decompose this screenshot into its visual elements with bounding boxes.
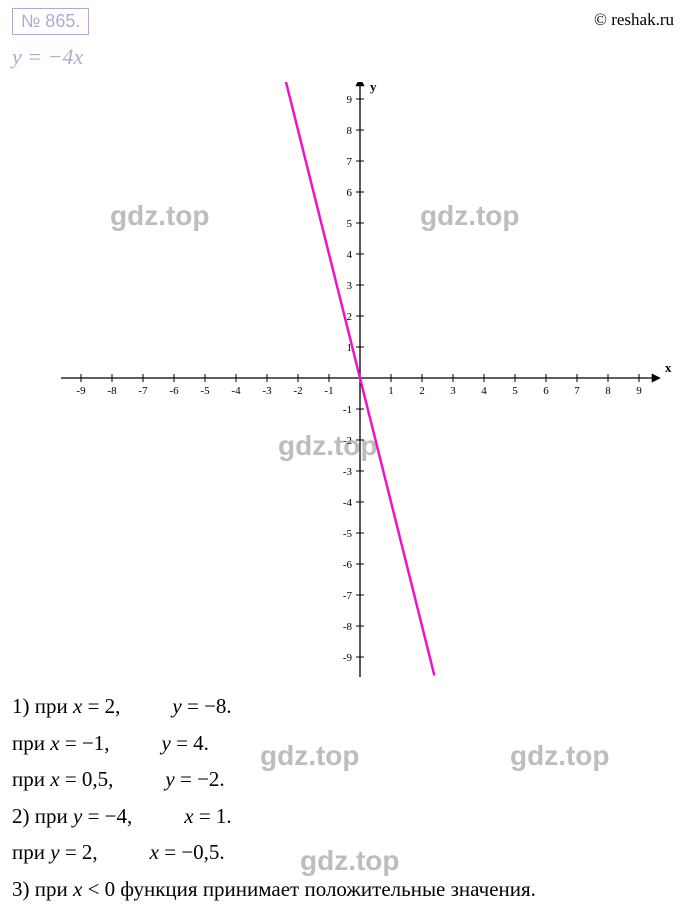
svg-text:-5: -5: [200, 385, 210, 397]
svg-text:-7: -7: [138, 385, 148, 397]
equation-label: y = −4x: [12, 44, 83, 70]
svg-text:2: 2: [419, 385, 425, 397]
svg-text:9: 9: [636, 385, 642, 397]
answer-line-1: 1) при x = 2,y = −8.: [12, 690, 676, 723]
svg-text:4: 4: [347, 249, 353, 261]
svg-text:-3: -3: [262, 385, 272, 397]
svg-text:6: 6: [543, 385, 549, 397]
svg-text:5: 5: [512, 385, 518, 397]
svg-text:-5: -5: [343, 528, 353, 540]
svg-text:8: 8: [347, 125, 353, 137]
svg-text:6: 6: [347, 187, 353, 199]
svg-text:3: 3: [347, 280, 353, 292]
svg-text:-8: -8: [343, 621, 353, 633]
svg-text:y: y: [370, 82, 377, 94]
answers-block: 1) при x = 2,y = −8.при x = −1,y = 4.при…: [12, 690, 676, 909]
svg-text:2: 2: [347, 311, 353, 323]
svg-text:-6: -6: [343, 559, 353, 571]
svg-text:-9: -9: [76, 385, 86, 397]
copyright-text: © reshak.ru: [594, 10, 674, 30]
svg-text:9: 9: [347, 94, 353, 106]
svg-text:7: 7: [574, 385, 580, 397]
svg-text:x: x: [665, 360, 672, 375]
svg-text:-6: -6: [169, 385, 179, 397]
svg-text:-1: -1: [324, 385, 333, 397]
answer-line-2: при x = −1,y = 4.: [12, 727, 676, 760]
graph-container: x y -9 -8 -7 -6 -5 -4 -3 -2 -1 1 2 3 4 5 6 7 8 9 -9 -8 -7 -6 -5 -…: [0, 82, 688, 682]
svg-text:3: 3: [450, 385, 456, 397]
answer-line-5: при y = 2,x = −0,5.: [12, 836, 676, 869]
svg-text:-2: -2: [293, 385, 302, 397]
svg-text:5: 5: [347, 218, 353, 230]
svg-text:8: 8: [605, 385, 611, 397]
svg-text:-2: -2: [343, 435, 352, 447]
svg-text:-1: -1: [343, 404, 352, 416]
coordinate-graph: x y -9 -8 -7 -6 -5 -4 -3 -2 -1 1 2 3 4 5 6 7 8 9 -9 -8 -7 -6 -5 -…: [0, 82, 688, 682]
svg-text:-9: -9: [343, 652, 353, 664]
answer-line-3: при x = 0,5,y = −2.: [12, 763, 676, 796]
answer-line-3: 3) при x < 0 функция принимает положител…: [12, 873, 676, 906]
svg-text:1: 1: [388, 385, 394, 397]
svg-text:-4: -4: [231, 385, 241, 397]
answer-line-4: 2) при y = −4,x = 1.: [12, 800, 676, 833]
problem-number-badge: № 865.: [12, 8, 89, 35]
svg-text:7: 7: [347, 156, 353, 168]
svg-text:-7: -7: [343, 590, 353, 602]
svg-text:-8: -8: [107, 385, 117, 397]
svg-text:-3: -3: [343, 466, 353, 478]
svg-text:-4: -4: [343, 497, 353, 509]
svg-text:4: 4: [481, 385, 487, 397]
